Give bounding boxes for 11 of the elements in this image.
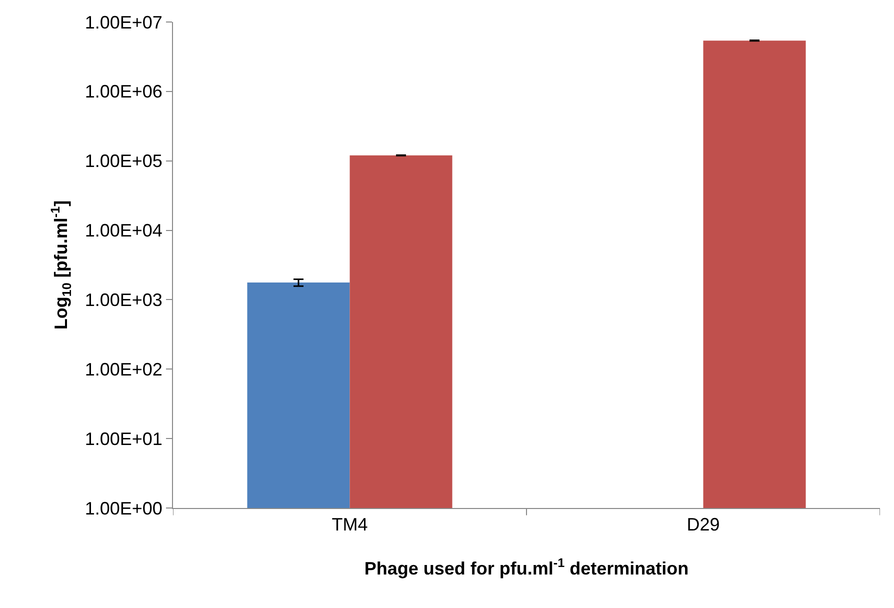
y-tick-label: 1.00E+02 (84, 359, 162, 380)
x-axis-title: Phage used for pfu.ml$^{-1}$ determination (364, 556, 689, 579)
y-tick-label: 1.00E+05 (84, 151, 162, 172)
y-tick-label: 1.00E+07 (84, 12, 162, 32)
y-tick-label: 1.00E+04 (84, 220, 162, 241)
x-tick-label: D29 (686, 514, 720, 535)
y-tick-label: 1.00E+00 (84, 498, 162, 518)
y-tick-label: 1.00E+06 (84, 82, 162, 102)
x-tick-label: TM4 (332, 514, 368, 535)
y-tick-label: 1.00E+01 (84, 428, 162, 449)
y-tick-label: 1.00E+03 (84, 290, 162, 310)
